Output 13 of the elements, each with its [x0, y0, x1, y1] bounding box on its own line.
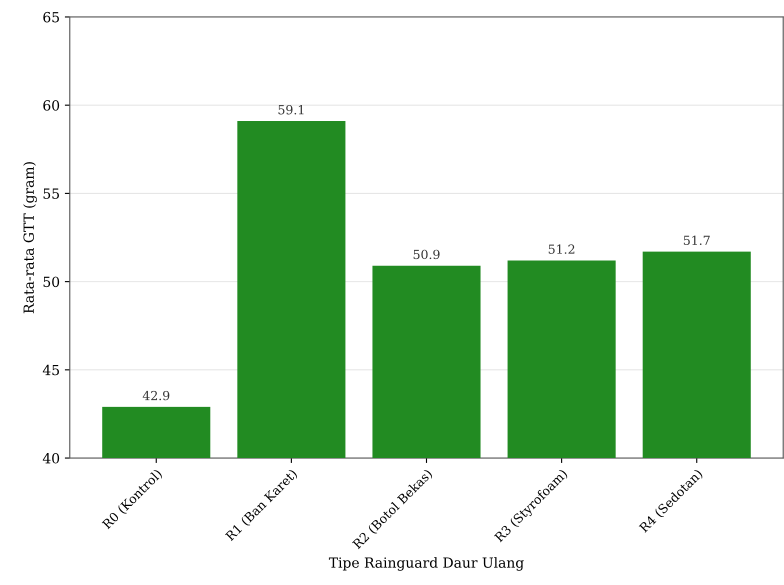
y-tick-label: 40: [42, 453, 60, 464]
y-axis-title: Rata-rata GTT (gram): [23, 162, 37, 314]
y-tick-label: 45: [42, 364, 59, 376]
data-label: 42.9: [142, 390, 170, 400]
y-tick-label: 60: [43, 100, 60, 111]
x-axis-title: Tipe Rainguard Daur Ulang: [328, 557, 524, 571]
y-tick-label: 50: [44, 276, 60, 288]
data-label: 51.7: [684, 236, 710, 246]
data-label: 59.1: [278, 105, 304, 114]
data-label: 50.9: [414, 250, 440, 260]
data-label: 51.2: [548, 244, 574, 254]
y-tick-label: 65: [43, 12, 59, 22]
y-tick-label: 55: [44, 188, 59, 199]
